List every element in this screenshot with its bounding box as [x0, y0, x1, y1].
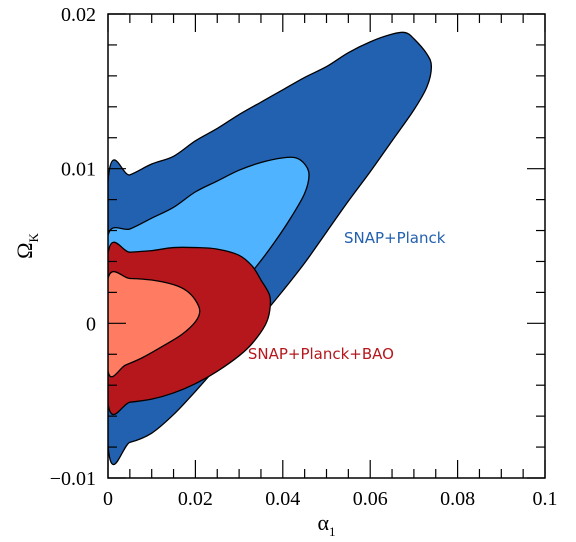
series-annotation: SNAP+Planck+BAO — [248, 345, 394, 363]
y-axis-label: ΩK — [12, 233, 41, 259]
x-axis-label-sub: 1 — [329, 524, 336, 539]
y-axis-label-sub: K — [26, 233, 41, 243]
y-tick-labels: −0.01 0 0.01 0.02 — [50, 4, 96, 490]
contour-snap-planck-bao-inner — [108, 270, 201, 378]
y-tick-label: 0.02 — [61, 4, 96, 26]
x-tick-label: 0.04 — [265, 488, 300, 510]
annotations: SNAP+Planck SNAP+Planck+BAO — [248, 229, 446, 363]
tick-marks — [107, 13, 546, 479]
x-tick-label: 0 — [103, 488, 113, 510]
x-axis-label: α1 — [317, 510, 335, 539]
y-axis-label-main: Ω — [12, 243, 37, 259]
x-tick-labels: 0 0.02 0.04 0.06 0.08 0.1 — [103, 488, 558, 510]
x-axis-label-main: α — [317, 510, 329, 535]
x-tick-label: 0.02 — [178, 488, 213, 510]
series-annotation: SNAP+Planck — [344, 229, 446, 247]
y-tick-label: 0 — [86, 313, 96, 335]
contour-layer — [108, 31, 433, 466]
y-tick-label: −0.01 — [50, 468, 96, 490]
y-tick-label: 0.01 — [61, 159, 96, 181]
x-tick-label: 0.1 — [533, 488, 558, 510]
x-tick-label: 0.06 — [353, 488, 388, 510]
x-tick-label: 0.08 — [440, 488, 475, 510]
